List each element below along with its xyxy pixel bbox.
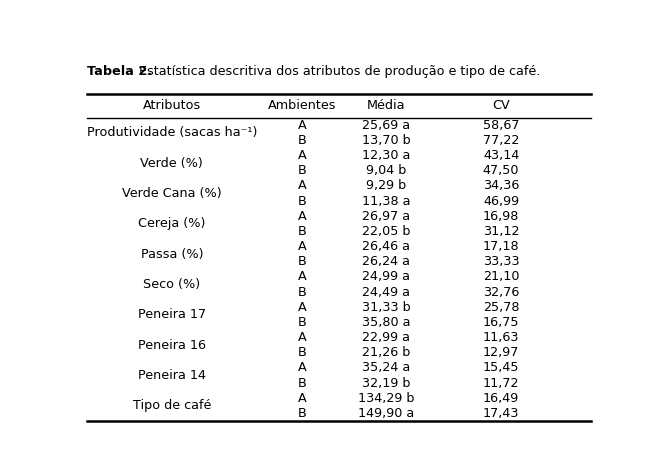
Text: B: B xyxy=(298,225,306,238)
Text: 33,33: 33,33 xyxy=(483,255,519,268)
Text: B: B xyxy=(298,134,306,147)
Text: 22,05 b: 22,05 b xyxy=(362,225,411,238)
Text: Ambientes: Ambientes xyxy=(268,99,336,113)
Text: 9,04 b: 9,04 b xyxy=(366,164,407,177)
Text: Peneira 17: Peneira 17 xyxy=(138,308,206,321)
Text: 12,30 a: 12,30 a xyxy=(362,149,411,162)
Text: A: A xyxy=(298,210,306,223)
Text: Média: Média xyxy=(367,99,405,113)
Text: 31,33 b: 31,33 b xyxy=(362,301,411,314)
Text: 17,43: 17,43 xyxy=(483,407,519,420)
Text: 12,97: 12,97 xyxy=(483,346,519,359)
Text: B: B xyxy=(298,377,306,390)
Text: 26,24 a: 26,24 a xyxy=(362,255,411,268)
Text: B: B xyxy=(298,316,306,329)
Text: 11,38 a: 11,38 a xyxy=(362,195,411,208)
Text: A: A xyxy=(298,362,306,374)
Text: 34,36: 34,36 xyxy=(483,180,519,192)
Text: 43,14: 43,14 xyxy=(483,149,519,162)
Text: 11,72: 11,72 xyxy=(483,377,519,390)
Text: 25,69 a: 25,69 a xyxy=(362,119,411,132)
Text: Peneira 16: Peneira 16 xyxy=(138,339,206,352)
Text: 16,98: 16,98 xyxy=(483,210,519,223)
Text: 24,99 a: 24,99 a xyxy=(362,271,411,283)
Text: 46,99: 46,99 xyxy=(483,195,519,208)
Text: Peneira 14: Peneira 14 xyxy=(138,369,206,382)
Text: 11,63: 11,63 xyxy=(483,331,519,344)
Text: 16,75: 16,75 xyxy=(483,316,519,329)
Text: A: A xyxy=(298,392,306,405)
Text: 21,26 b: 21,26 b xyxy=(362,346,411,359)
Text: 13,70 b: 13,70 b xyxy=(362,134,411,147)
Text: 26,46 a: 26,46 a xyxy=(362,240,411,253)
Text: 25,78: 25,78 xyxy=(483,301,519,314)
Text: 15,45: 15,45 xyxy=(483,362,519,374)
Text: 16,49: 16,49 xyxy=(483,392,519,405)
Text: 9,29 b: 9,29 b xyxy=(366,180,407,192)
Text: CV: CV xyxy=(492,99,510,113)
Text: 35,24 a: 35,24 a xyxy=(362,362,411,374)
Text: Atributos: Atributos xyxy=(142,99,201,113)
Text: A: A xyxy=(298,149,306,162)
Text: A: A xyxy=(298,301,306,314)
Text: 24,49 a: 24,49 a xyxy=(362,286,411,299)
Text: Estatística descritiva dos atributos de produção e tipo de café.: Estatística descritiva dos atributos de … xyxy=(135,65,540,78)
Text: 22,99 a: 22,99 a xyxy=(362,331,411,344)
Text: B: B xyxy=(298,164,306,177)
Text: 21,10: 21,10 xyxy=(483,271,519,283)
Text: Produtividade (sacas ha⁻¹): Produtividade (sacas ha⁻¹) xyxy=(86,126,257,139)
Text: 47,50: 47,50 xyxy=(483,164,519,177)
Text: Tabela 2.: Tabela 2. xyxy=(88,65,152,78)
Text: B: B xyxy=(298,407,306,420)
Text: 35,80 a: 35,80 a xyxy=(362,316,411,329)
Text: 134,29 b: 134,29 b xyxy=(358,392,415,405)
Text: A: A xyxy=(298,331,306,344)
Text: A: A xyxy=(298,271,306,283)
Text: Seco (%): Seco (%) xyxy=(143,278,200,291)
Text: 58,67: 58,67 xyxy=(483,119,519,132)
Text: 17,18: 17,18 xyxy=(483,240,519,253)
Text: B: B xyxy=(298,286,306,299)
Text: 31,12: 31,12 xyxy=(483,225,519,238)
Text: B: B xyxy=(298,346,306,359)
Text: 77,22: 77,22 xyxy=(483,134,519,147)
Text: 26,97 a: 26,97 a xyxy=(362,210,411,223)
Text: Cereja (%): Cereja (%) xyxy=(138,217,206,230)
Text: Tipo de café: Tipo de café xyxy=(132,400,211,412)
Text: 149,90 a: 149,90 a xyxy=(358,407,415,420)
Text: Verde Cana (%): Verde Cana (%) xyxy=(122,187,221,200)
Text: A: A xyxy=(298,119,306,132)
Text: A: A xyxy=(298,240,306,253)
Text: B: B xyxy=(298,195,306,208)
Text: 32,19 b: 32,19 b xyxy=(362,377,411,390)
Text: Passa (%): Passa (%) xyxy=(140,248,203,261)
Text: B: B xyxy=(298,255,306,268)
Text: A: A xyxy=(298,180,306,192)
Text: 32,76: 32,76 xyxy=(483,286,519,299)
Text: Verde (%): Verde (%) xyxy=(140,157,203,170)
